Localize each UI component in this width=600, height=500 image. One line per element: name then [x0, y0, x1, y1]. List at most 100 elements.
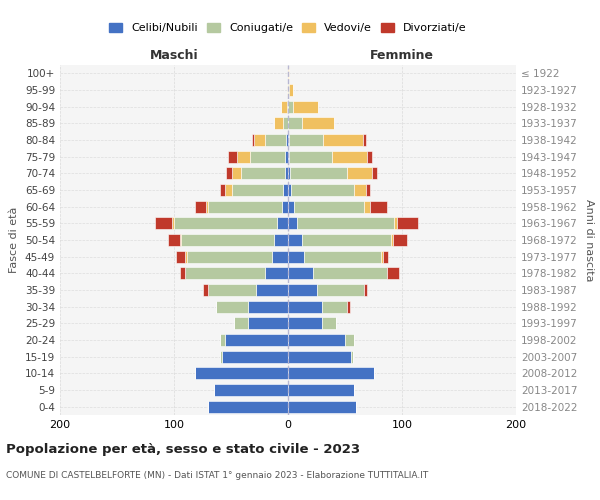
Bar [365, 184, 370, 196]
Bar [256, 284, 288, 296]
Bar [235, 318, 248, 330]
Bar [288, 334, 345, 346]
Bar [180, 268, 185, 280]
Y-axis label: Fasce di età: Fasce di età [10, 207, 19, 273]
Bar [364, 200, 370, 212]
Bar [394, 218, 397, 230]
Y-axis label: Anni di nascita: Anni di nascita [584, 198, 594, 281]
Bar [250, 150, 284, 162]
Bar [274, 118, 283, 130]
Bar [248, 318, 288, 330]
Bar [370, 200, 387, 212]
Bar [220, 350, 222, 362]
Bar [287, 84, 288, 96]
Bar [332, 150, 367, 162]
Legend: Celibi/Nubili, Coniugati/e, Vedovi/e, Divorziati/e: Celibi/Nubili, Coniugati/e, Vedovi/e, Di… [105, 18, 471, 38]
Bar [345, 334, 354, 346]
Bar [367, 150, 373, 162]
Bar [226, 334, 288, 346]
Bar [208, 200, 283, 212]
Bar [290, 168, 347, 179]
Bar [294, 200, 364, 212]
Bar [220, 334, 226, 346]
Bar [288, 318, 322, 330]
Text: COMUNE DI CASTELBELFORTE (MN) - Dati ISTAT 1° gennaio 2023 - Elaborazione TUTTIT: COMUNE DI CASTELBELFORTE (MN) - Dati IST… [6, 471, 428, 480]
Bar [373, 168, 377, 179]
Bar [288, 218, 297, 230]
Bar [317, 284, 364, 296]
Bar [322, 300, 347, 312]
Bar [288, 100, 293, 112]
Bar [288, 350, 350, 362]
Text: Popolazione per età, sesso e stato civile - 2023: Popolazione per età, sesso e stato civil… [6, 442, 360, 456]
Bar [313, 268, 387, 280]
Bar [284, 168, 288, 179]
Bar [288, 234, 302, 246]
Bar [226, 168, 232, 179]
Bar [284, 150, 288, 162]
Bar [187, 250, 272, 262]
Bar [393, 234, 407, 246]
Bar [194, 368, 288, 380]
Bar [272, 250, 288, 262]
Bar [288, 384, 354, 396]
Bar [155, 218, 172, 230]
Bar [241, 168, 284, 179]
Bar [288, 300, 322, 312]
Bar [288, 250, 304, 262]
Bar [176, 250, 185, 262]
Bar [297, 218, 394, 230]
Bar [397, 218, 418, 230]
Bar [391, 234, 393, 246]
Bar [288, 284, 317, 296]
Bar [347, 300, 350, 312]
Bar [227, 150, 236, 162]
Bar [387, 268, 398, 280]
Bar [236, 150, 250, 162]
Bar [302, 234, 391, 246]
Bar [214, 384, 288, 396]
Bar [283, 200, 288, 212]
Bar [292, 184, 354, 196]
Bar [304, 250, 382, 262]
Bar [206, 200, 208, 212]
Bar [364, 284, 367, 296]
Bar [354, 184, 365, 196]
Bar [283, 118, 288, 130]
Bar [288, 400, 356, 412]
Bar [277, 218, 288, 230]
Bar [383, 250, 388, 262]
Bar [322, 318, 336, 330]
Bar [194, 200, 206, 212]
Bar [185, 250, 187, 262]
Bar [208, 284, 256, 296]
Bar [254, 134, 265, 146]
Text: Maschi: Maschi [149, 48, 199, 62]
Bar [288, 368, 373, 380]
Text: Femmine: Femmine [370, 48, 434, 62]
Bar [288, 168, 290, 179]
Bar [289, 150, 332, 162]
Bar [222, 350, 288, 362]
Bar [288, 134, 289, 146]
Bar [232, 184, 283, 196]
Bar [248, 300, 288, 312]
Bar [288, 268, 313, 280]
Bar [168, 234, 180, 246]
Bar [180, 234, 181, 246]
Bar [382, 250, 383, 262]
Bar [288, 184, 292, 196]
Bar [174, 218, 277, 230]
Bar [265, 268, 288, 280]
Bar [208, 400, 288, 412]
Bar [220, 184, 226, 196]
Bar [288, 150, 289, 162]
Bar [323, 134, 363, 146]
Bar [203, 284, 208, 296]
Bar [289, 134, 323, 146]
Bar [350, 350, 353, 362]
Bar [232, 168, 241, 179]
Bar [347, 168, 373, 179]
Bar [293, 100, 317, 112]
Bar [288, 68, 289, 80]
